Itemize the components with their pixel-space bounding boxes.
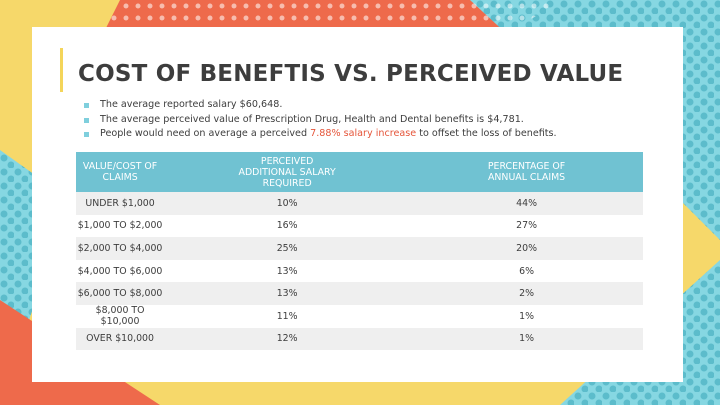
column-header: PERCENTAGE OF ANNUAL CLAIMS: [410, 152, 643, 192]
table-cell: 13%: [276, 265, 298, 277]
bullet-text: The average reported salary $60,648.: [100, 99, 283, 110]
table-cell: 10%: [164, 192, 411, 215]
bullet: People would need on average a perceived…: [84, 127, 557, 142]
table-cell: 25%: [164, 237, 411, 260]
highlight-text: 7.88% salary increase: [310, 128, 417, 139]
column-header: PERCEIVED ADDITIONAL SALARY REQUIRED: [164, 152, 411, 192]
table-cell: 1%: [519, 310, 534, 322]
table-row: $4,000 TO $6,000 13% 6%: [76, 260, 643, 283]
table-row: $2,000 TO $4,000 25% 20%: [76, 237, 643, 260]
table-cell: 27%: [516, 220, 537, 232]
table-cell: $6,000 TO $8,000: [76, 282, 165, 305]
table-cell: $8,000 TO $10,000: [95, 305, 145, 328]
table-row: $6,000 TO $8,000 13% 2%: [76, 282, 643, 305]
bullet-list: The average reported salary $60,648. The…: [84, 98, 557, 142]
table-cell: $1,000 TO $2,000: [77, 220, 163, 232]
header-row: VALUE/COST OF CLAIMS PERCEIVED ADDITIONAL…: [76, 152, 643, 192]
table-cell: UNDER $1,000: [76, 192, 165, 215]
table-row: UNDER $1,000 10% 44%: [76, 192, 643, 215]
table-cell: $4,000 TO $6,000: [77, 265, 163, 277]
table-cell: 6%: [519, 265, 534, 277]
table-body: UNDER $1,000 10% 44% $1,000 TO $2,000 16% 27%…: [76, 192, 643, 351]
benefits-table: VALUE/COST OF CLAIMS PERCEIVED ADDITIONAL…: [76, 152, 643, 351]
table-cell: OVER $10,000: [76, 327, 165, 351]
table-cell: 2%: [410, 282, 643, 305]
content-card: COST OF BENEFTIS VS. PERCEIVED VALUE The…: [32, 27, 683, 382]
table-row: $8,000 TO $10,000 11% 1%: [76, 305, 643, 328]
table-cell: 13%: [164, 282, 411, 305]
table-cell: 44%: [410, 192, 643, 215]
bullet-text: to offset the loss of benefits.: [416, 128, 557, 139]
table-cell: 1%: [410, 327, 643, 351]
title: COST OF BENEFTIS VS. PERCEIVED VALUE: [78, 61, 624, 87]
bullet: The average perceived value of Prescript…: [84, 113, 557, 128]
bullet-text: People would need on average a perceived: [100, 128, 311, 139]
bullet: The average reported salary $60,648.: [84, 98, 557, 113]
table-cell: 11%: [276, 310, 298, 322]
column-header: VALUE/COST OF CLAIMS: [76, 152, 165, 192]
table-cell: 16%: [276, 220, 298, 232]
table-cell: $2,000 TO $4,000: [76, 237, 165, 260]
table-row: OVER $10,000 12% 1%: [76, 327, 643, 351]
table-cell: 20%: [410, 237, 643, 260]
table-row: $1,000 TO $2,000 16% 27%: [76, 215, 643, 238]
bullet-text: The average perceived value of Prescript…: [100, 113, 524, 125]
table-cell: 12%: [164, 327, 411, 351]
accent-bar: [60, 48, 63, 92]
